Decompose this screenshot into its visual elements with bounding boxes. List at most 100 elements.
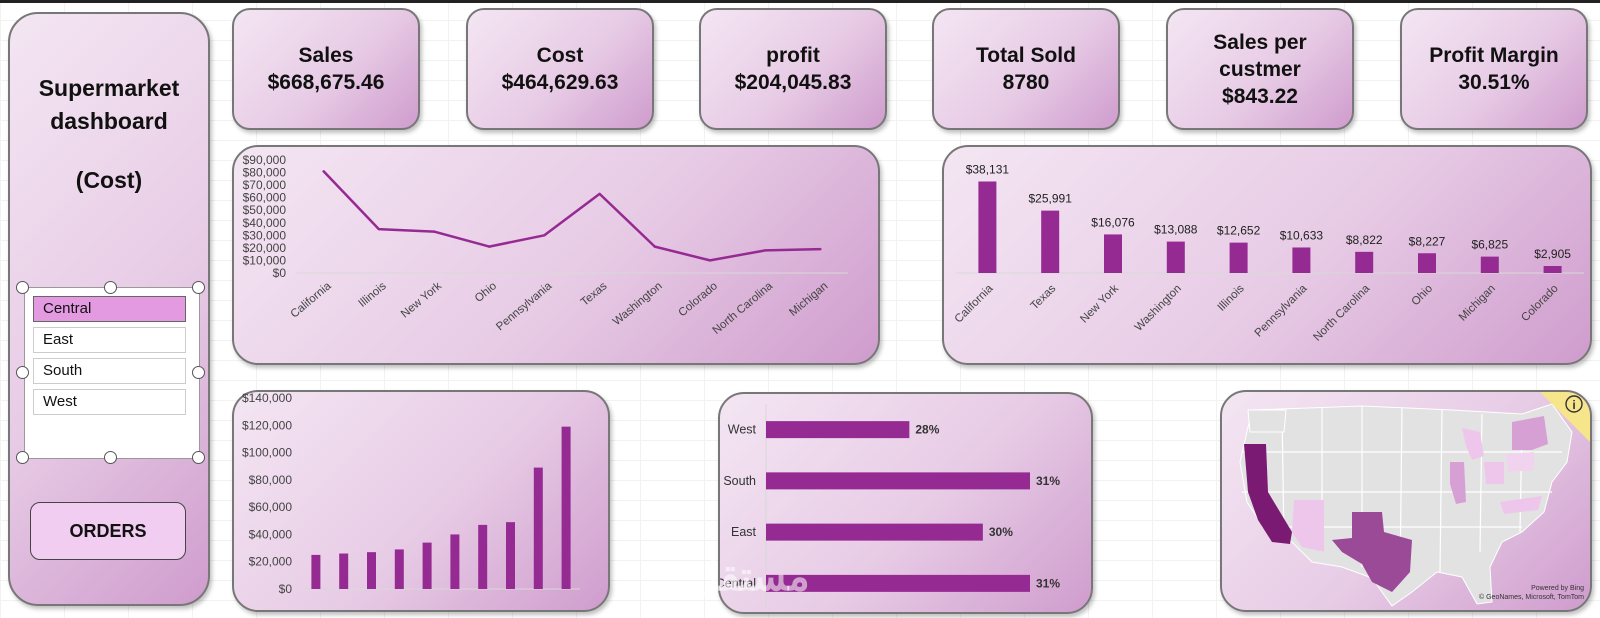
- bar: [311, 554, 321, 589]
- data-label: 30%: [989, 525, 1013, 539]
- y-tick-label: $90,000: [243, 153, 287, 167]
- data-label: $38,131: [966, 162, 1010, 176]
- resize-handle[interactable]: [104, 451, 117, 464]
- map-card: i Powered by Bing © GeoNames, Microsoft,…: [1220, 390, 1592, 612]
- info-corner: [1540, 392, 1590, 442]
- map-pennsylvania: [1506, 452, 1534, 472]
- bar: [561, 426, 571, 589]
- x-tick-label: Washington: [611, 280, 665, 328]
- x-tick-label: Texas: [579, 280, 610, 309]
- y-tick-label: $20,000: [249, 555, 293, 569]
- y-tick-label: $140,000: [242, 392, 292, 405]
- y-tick-label: $40,000: [243, 216, 287, 230]
- bar: [1418, 253, 1436, 273]
- map-credit-line2: © GeoNames, Microsoft, TomTom: [1479, 593, 1584, 601]
- data-label: $25,991: [1029, 192, 1073, 206]
- kpi-cost: Cost $464,629.63: [466, 8, 654, 130]
- y-tick-label: $40,000: [249, 527, 293, 541]
- y-tick-label: $50,000: [243, 203, 287, 217]
- y-tick-label: $120,000: [242, 418, 292, 432]
- bar: [766, 421, 910, 439]
- bar: [766, 574, 1030, 592]
- map-credit-line1: Powered by Bing: [1531, 585, 1584, 592]
- resize-handle[interactable]: [192, 366, 205, 379]
- dashboard-subtitle: (Cost): [75, 167, 143, 193]
- line-point: [377, 227, 380, 231]
- resize-handle[interactable]: [192, 281, 205, 294]
- map-washington: [1247, 409, 1287, 433]
- y-tick-label: $20,000: [243, 241, 287, 255]
- slicer-item-central[interactable]: Central: [33, 296, 186, 322]
- slicer-item-east[interactable]: East: [33, 327, 186, 353]
- region-slicer[interactable]: Central East South West: [24, 287, 200, 459]
- kpi-profit-margin-value: 30.51%: [1458, 71, 1530, 94]
- bar: [1041, 210, 1060, 273]
- data-label: $12,652: [1217, 224, 1261, 238]
- map-north-carolina: [1500, 496, 1542, 514]
- x-tick-label: Pennsylvania: [1253, 282, 1310, 339]
- x-tick-label: Illinois: [357, 280, 389, 310]
- y-tick-label: $30,000: [243, 228, 287, 242]
- bar: [506, 522, 515, 589]
- data-label: $16,076: [1091, 215, 1135, 229]
- data-label: 28%: [915, 423, 939, 437]
- map-california: [1244, 444, 1292, 544]
- map-new-york: [1512, 416, 1548, 450]
- line-point: [432, 230, 436, 233]
- data-label: $8,822: [1346, 233, 1383, 247]
- line-point: [764, 249, 767, 252]
- bar: [978, 181, 997, 273]
- bar: [1166, 241, 1185, 273]
- bar: [1480, 256, 1499, 273]
- y-tick-label: $70,000: [243, 178, 287, 192]
- data-label: 31%: [1036, 576, 1060, 590]
- bar: [1543, 266, 1562, 273]
- resize-handle[interactable]: [16, 281, 29, 294]
- bar: [1292, 247, 1311, 273]
- slicer-item-west[interactable]: West: [33, 389, 186, 415]
- line-point: [708, 259, 712, 262]
- x-tick-label: New York: [399, 280, 444, 321]
- y-tick-label: $80,000: [249, 473, 293, 487]
- line-point: [488, 245, 491, 248]
- line-point: [322, 170, 325, 173]
- kpi-total-sold-label: Total Sold: [976, 44, 1076, 67]
- bar-chart-card: $140,000 $120,000 $100,000 $80,000 $60,000 $4…: [232, 390, 610, 612]
- top-border: [0, 0, 1600, 3]
- y-tick-label: $0: [273, 266, 287, 280]
- watermark-text: مستقل: [690, 555, 810, 599]
- data-label: $13,088: [1154, 223, 1198, 237]
- resize-handle[interactable]: [16, 451, 29, 464]
- resize-handle[interactable]: [16, 366, 29, 379]
- map-texas: [1332, 512, 1412, 592]
- x-tick-label: Michigan: [1457, 283, 1498, 324]
- cost-by-state-bar-chart: $38,131 California $25,991 Texas $16,076 New …: [953, 162, 1584, 344]
- kpi-profit: profit $204,045.83: [699, 8, 887, 130]
- region-percentage-bar-chart: West 28% South 31% East 30% Central 31%: [720, 404, 1060, 609]
- bar: [766, 523, 983, 541]
- orders-button[interactable]: ORDERS: [30, 502, 186, 560]
- bar: [1229, 242, 1248, 273]
- category-label: South: [723, 474, 756, 488]
- bar: [533, 467, 543, 589]
- bar: [422, 542, 432, 589]
- kpi-sales: Sales $668,675.46: [232, 8, 420, 130]
- info-icon-glyph: i: [1572, 398, 1575, 412]
- state-bar-chart-card: $38,131 California $25,991 Texas $16,076 New …: [942, 145, 1592, 365]
- resize-handle[interactable]: [104, 281, 117, 294]
- slicer-item-south[interactable]: South: [33, 358, 186, 384]
- x-tick-label: California: [289, 280, 334, 321]
- data-label: $6,825: [1471, 238, 1508, 252]
- kpi-sales-value: $668,675.46: [267, 71, 385, 94]
- us-map[interactable]: i Powered by Bing © GeoNames, Microsoft,…: [1222, 392, 1592, 612]
- x-tick-label: California: [953, 282, 996, 325]
- x-tick-label: Colorado: [1519, 283, 1560, 324]
- kpi-sales-per-customer-label2: custmer: [1219, 57, 1301, 81]
- data-label: $10,633: [1280, 228, 1324, 242]
- resize-handle[interactable]: [192, 451, 205, 464]
- x-tick-label: Washington: [1133, 283, 1184, 334]
- cost-by-state-line-chart: $90,000$80,000$70,000$60,000$50,000$40,0…: [243, 153, 848, 337]
- x-tick-label: New York: [1078, 282, 1121, 325]
- data-label: 31%: [1036, 474, 1060, 488]
- kpi-profit-margin: Profit Margin 30.51%: [1400, 8, 1588, 130]
